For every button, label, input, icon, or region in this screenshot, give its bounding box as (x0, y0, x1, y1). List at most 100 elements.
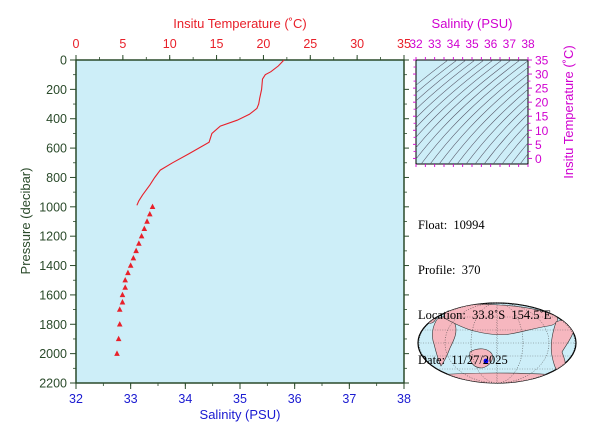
salinity-axis-title: Salinity (PSU) (200, 407, 281, 422)
salinity-axis-ticks: 32 33 34 35 36 37 38 (69, 383, 411, 406)
salinity-marker (147, 210, 153, 217)
ts-temperature-tick-label: 25 (535, 82, 549, 96)
salinity-tick-label: 34 (178, 392, 192, 406)
main-plot: 0 5 10 15 20 25 30 35 32 33 34 35 36 37 38 0 200 400 600… (18, 16, 411, 422)
salinity-marker (141, 225, 148, 232)
density-contour (416, 60, 521, 160)
profile-label: Profile: (418, 263, 456, 277)
pressure-tick-label: 1600 (39, 288, 67, 302)
salinity-tick-label: 36 (288, 392, 302, 406)
salinity-marker (122, 277, 128, 283)
density-contour (429, 67, 528, 164)
salinity-marker (119, 299, 126, 305)
ts-salinity-tick-label: 35 (465, 37, 479, 51)
date-row: Date: 11/27/2025 (418, 353, 551, 368)
salinity-marker (144, 218, 150, 224)
pressure-tick-label: 1200 (39, 230, 67, 244)
density-contour (447, 81, 528, 164)
float-info-panel: Float: 10994 Profile: 370 Location: 33.8… (418, 188, 551, 383)
location-label: Location: (418, 308, 466, 322)
ts-salinity-tick-label: 33 (428, 37, 442, 51)
pressure-tick-label: 600 (46, 142, 67, 156)
salinity-marker (133, 247, 139, 254)
ts-salinity-tick-label: 37 (503, 37, 517, 51)
temperature-tick-label: 15 (210, 37, 224, 51)
temperature-tick-label: 25 (303, 37, 317, 51)
ts-temperature-tick-label: 5 (535, 138, 542, 152)
pressure-tick-label: 2000 (39, 347, 67, 361)
pressure-tick-label: 1400 (39, 259, 67, 273)
ts-salinity-tick-label: 32 (409, 37, 423, 51)
density-contour (416, 60, 494, 128)
salinity-marker (127, 262, 134, 268)
float-row: Float: 10994 (418, 218, 551, 233)
salinity-tick-label: 32 (69, 392, 83, 406)
salinity-marker (122, 284, 128, 290)
density-contour (474, 105, 528, 164)
temperature-tick-label: 35 (397, 37, 411, 51)
salinity-marker (116, 321, 123, 327)
pressure-tick-label: 200 (46, 83, 67, 97)
ts-temperature-tick-label: 20 (535, 96, 549, 110)
date-label: Date: (418, 353, 446, 367)
ts-temperature-tick-label: 35 (535, 54, 549, 68)
main-plot-area (75, 59, 405, 384)
ts-temperature-tick-label: 15 (535, 110, 549, 124)
ts-salinity-tick-label: 36 (484, 37, 498, 51)
temperature-profile-line (136, 59, 285, 206)
salinity-marker (116, 306, 123, 312)
density-contour (420, 60, 528, 164)
density-contour (416, 60, 512, 149)
temperature-tick-label: 20 (256, 37, 270, 51)
location-row: Location: 33.8˚S 154.5˚E (418, 308, 551, 323)
pressure-tick-label: 0 (60, 54, 67, 68)
density-contour (456, 89, 528, 164)
profile-value: 370 (461, 263, 481, 277)
salinity-marker (114, 350, 120, 356)
salinity-tick-label: 37 (342, 392, 356, 406)
ts-plot-area (415, 59, 529, 165)
salinity-tick-label: 38 (397, 392, 411, 406)
date-value: 11/27/2025 (451, 353, 508, 367)
salinity-marker (149, 203, 156, 210)
salinity-marker (125, 269, 131, 276)
salinity-tick-label: 33 (124, 392, 138, 406)
temperature-tick-label: 30 (350, 37, 364, 51)
density-contours (416, 60, 528, 164)
density-contour (465, 96, 528, 164)
density-contour (416, 60, 485, 119)
ts-temperature-tick-label: 10 (535, 124, 549, 138)
float-label: Float: (418, 218, 448, 232)
density-contour (438, 74, 528, 164)
salinity-marker (115, 335, 122, 342)
pressure-axis-title: Pressure (decibar) (18, 168, 33, 275)
pressure-tick-label: 1000 (39, 200, 67, 214)
temperature-tick-label: 5 (119, 37, 126, 51)
float-value: 10994 (453, 218, 485, 232)
temperature-tick-label: 10 (163, 37, 177, 51)
temperature-axis-ticks: 0 5 10 15 20 25 30 35 (73, 37, 411, 60)
ts-temperature-title: Insitu Temperature (˚C) (561, 45, 576, 178)
temperature-axis-title: Insitu Temperature (˚C) (173, 16, 306, 31)
eurasia-landmass (443, 303, 558, 336)
ts-salinity-ticks: 32 33 34 35 36 37 38 (409, 37, 535, 167)
pressure-tick-label: 2200 (39, 377, 67, 391)
salinity-markers (114, 203, 156, 356)
salinity-marker (138, 232, 145, 239)
salinity-marker (136, 240, 142, 246)
density-contour (416, 60, 503, 138)
salinity-tick-label: 35 (233, 392, 247, 406)
world-map (417, 302, 577, 384)
density-contour (483, 113, 528, 164)
location-value: 33.8˚S 154.5˚E (472, 308, 552, 322)
pressure-tick-label: 800 (46, 171, 67, 185)
salinity-marker (130, 255, 137, 261)
pressure-axis-ticks: 0 200 400 600 800 1000 1200 1400 1600 1800 2000 220… (39, 54, 409, 391)
ts-salinity-tick-label: 38 (521, 37, 535, 51)
map-meridian (418, 302, 576, 384)
pressure-tick-label: 400 (46, 112, 67, 126)
ts-salinity-tick-label: 34 (447, 37, 461, 51)
